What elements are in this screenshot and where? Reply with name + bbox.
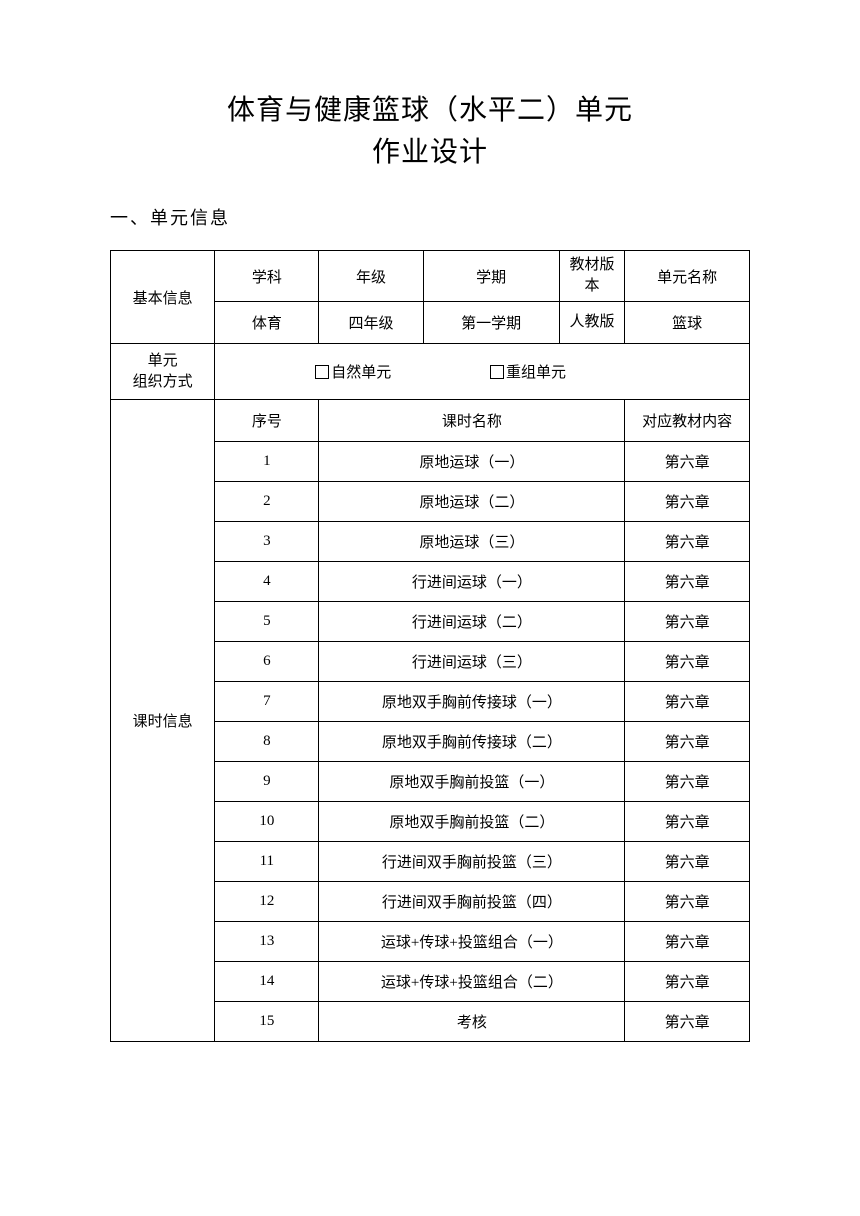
- cell-textbook: 第六章: [625, 962, 750, 1002]
- value-term: 第一学期: [423, 302, 559, 344]
- cell-textbook: 第六章: [625, 762, 750, 802]
- cell-seq: 8: [215, 722, 319, 762]
- cell-seq: 3: [215, 522, 319, 562]
- checkbox-natural-icon: [315, 365, 329, 379]
- cell-name: 原地双手胸前传接球（二）: [319, 722, 625, 762]
- cell-seq: 5: [215, 602, 319, 642]
- cell-name: 运球+传球+投篮组合（一）: [319, 922, 625, 962]
- cell-name: 原地运球（一）: [319, 442, 625, 482]
- header-grade: 年级: [319, 251, 423, 302]
- header-subject: 学科: [215, 251, 319, 302]
- cell-textbook: 第六章: [625, 682, 750, 722]
- organization-label: 单元 组织方式: [111, 344, 215, 400]
- cell-name: 原地双手胸前投篮（二）: [319, 802, 625, 842]
- cell-seq: 6: [215, 642, 319, 682]
- header-seq: 序号: [215, 400, 319, 442]
- org-label-line2: 组织方式: [115, 372, 210, 393]
- document-title: 体育与健康篮球（水平二）单元 作业设计: [110, 90, 750, 174]
- cell-name: 行进间双手胸前投篮（四）: [319, 882, 625, 922]
- org-label-line1: 单元: [115, 351, 210, 372]
- cell-textbook: 第六章: [625, 842, 750, 882]
- cell-textbook: 第六章: [625, 442, 750, 482]
- cell-seq: 15: [215, 1002, 319, 1042]
- checkbox-reorg-icon: [490, 365, 504, 379]
- option-natural: 自然单元: [331, 361, 391, 382]
- cell-textbook: 第六章: [625, 922, 750, 962]
- value-unit-name: 篮球: [625, 302, 750, 344]
- cell-seq: 11: [215, 842, 319, 882]
- cell-name: 原地双手胸前传接球（一）: [319, 682, 625, 722]
- lesson-header-row: 课时信息 序号 课时名称 对应教材内容: [111, 400, 750, 442]
- organization-options: 自然单元 重组单元: [215, 344, 750, 400]
- organization-row: 单元 组织方式 自然单元 重组单元: [111, 344, 750, 400]
- cell-textbook: 第六章: [625, 562, 750, 602]
- cell-seq: 9: [215, 762, 319, 802]
- cell-seq: 2: [215, 482, 319, 522]
- cell-name: 行进间运球（一）: [319, 562, 625, 602]
- cell-seq: 7: [215, 682, 319, 722]
- basic-info-label: 基本信息: [111, 251, 215, 344]
- cell-name: 原地运球（三）: [319, 522, 625, 562]
- unit-info-table: 基本信息 学科 年级 学期 教材版本 单元名称 体育 四年级 第一学期 人教版 …: [110, 250, 750, 1042]
- header-unit-name: 单元名称: [625, 251, 750, 302]
- basic-info-header-row: 基本信息 学科 年级 学期 教材版本 单元名称: [111, 251, 750, 302]
- cell-seq: 13: [215, 922, 319, 962]
- value-version: 人教版: [559, 302, 625, 344]
- cell-name: 运球+传球+投篮组合（二）: [319, 962, 625, 1002]
- cell-textbook: 第六章: [625, 1002, 750, 1042]
- cell-name: 原地双手胸前投篮（一）: [319, 762, 625, 802]
- cell-name: 行进间双手胸前投篮（三）: [319, 842, 625, 882]
- header-textbook: 对应教材内容: [625, 400, 750, 442]
- cell-seq: 12: [215, 882, 319, 922]
- title-line-1: 体育与健康篮球（水平二）单元: [110, 90, 750, 132]
- cell-name: 行进间运球（二）: [319, 602, 625, 642]
- header-lesson-name: 课时名称: [319, 400, 625, 442]
- cell-textbook: 第六章: [625, 482, 750, 522]
- value-subject: 体育: [215, 302, 319, 344]
- cell-textbook: 第六章: [625, 602, 750, 642]
- cell-name: 行进间运球（三）: [319, 642, 625, 682]
- cell-seq: 14: [215, 962, 319, 1002]
- header-term: 学期: [423, 251, 559, 302]
- lesson-info-label: 课时信息: [111, 400, 215, 1042]
- cell-textbook: 第六章: [625, 642, 750, 682]
- cell-seq: 1: [215, 442, 319, 482]
- header-version: 教材版本: [559, 251, 625, 302]
- cell-textbook: 第六章: [625, 802, 750, 842]
- cell-seq: 4: [215, 562, 319, 602]
- value-grade: 四年级: [319, 302, 423, 344]
- section-heading: 一、单元信息: [110, 204, 750, 230]
- cell-textbook: 第六章: [625, 522, 750, 562]
- cell-seq: 10: [215, 802, 319, 842]
- cell-name: 考核: [319, 1002, 625, 1042]
- option-reorg: 重组单元: [506, 361, 566, 382]
- cell-textbook: 第六章: [625, 722, 750, 762]
- title-line-2: 作业设计: [110, 132, 750, 174]
- cell-name: 原地运球（二）: [319, 482, 625, 522]
- cell-textbook: 第六章: [625, 882, 750, 922]
